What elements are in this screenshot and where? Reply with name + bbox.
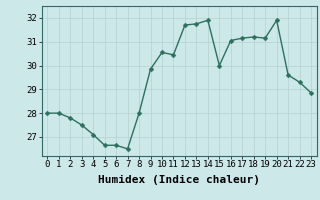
X-axis label: Humidex (Indice chaleur): Humidex (Indice chaleur) [98,175,260,185]
